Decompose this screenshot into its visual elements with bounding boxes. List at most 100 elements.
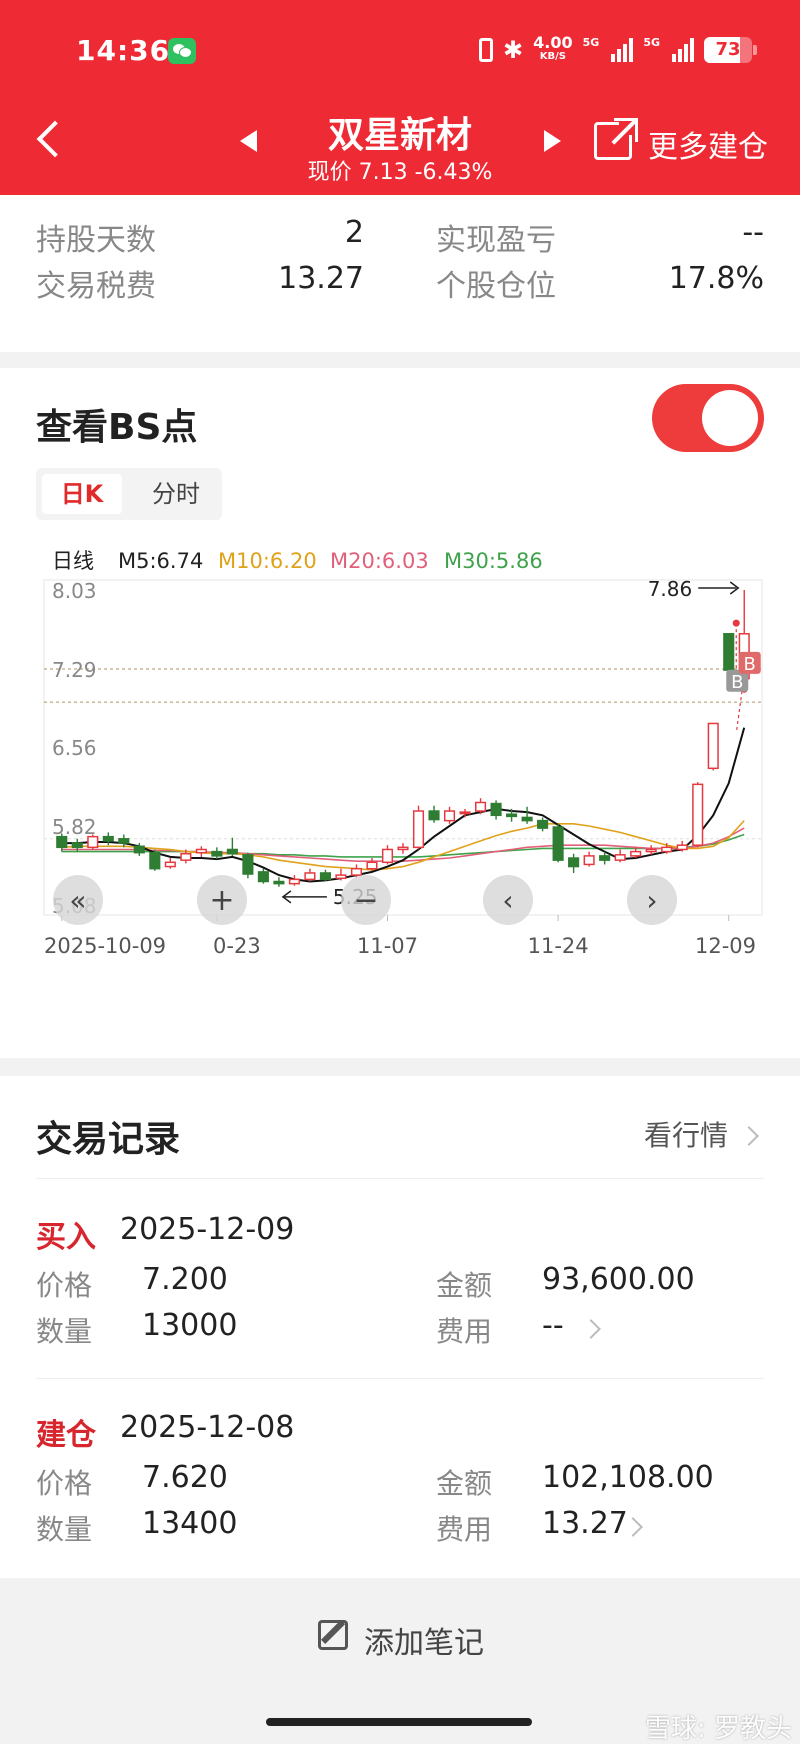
vibrate-icon [479,38,494,62]
next-page-button[interactable] [627,875,677,925]
fee-value[interactable]: 13.27 [542,1506,628,1541]
divider [36,1178,764,1179]
candle-body [552,826,564,861]
net-type-1: 5G [582,35,600,49]
view-market-link[interactable]: 看行情 [644,1119,729,1152]
candle-body [288,878,300,885]
chart-controls: « + − ‹ › [53,875,677,925]
bs-toggle[interactable] [652,384,764,452]
zoom-out-button[interactable] [341,875,391,925]
candle-body [707,722,719,770]
tab-intraday[interactable]: 分时 [152,480,200,508]
candle-body [474,801,487,812]
candle-body [459,811,471,815]
candle-body [195,848,207,854]
candle-body [335,874,347,880]
trade-records: 交易记录 看行情 买入 2025-12-09 价格 7.200 金额 93,60… [0,1076,800,1578]
candle [397,843,409,854]
status-bar: 14:36 ✱ 4.00 KB/S 5G 5G 73 [0,0,800,100]
candle [661,843,673,854]
candle [118,834,130,848]
net-type-2: 5G [643,35,660,49]
zoom-in-button[interactable] [197,875,247,925]
ma20-legend: M20:6.03 [330,549,429,573]
fee-label: 费用 [436,1315,493,1348]
candle [288,875,300,886]
candle [645,845,657,855]
candle-body [257,871,269,883]
candle-body [319,872,332,881]
nav-bar: 双星新材 现价 7.13 -6.43% 更多建仓 [0,100,800,195]
fee-value[interactable]: -- [542,1308,564,1343]
candle-body [56,835,68,849]
candle [195,846,207,857]
candle [583,851,595,867]
candle-body [350,867,363,876]
price-value: 7.620 [142,1460,228,1495]
high-label: 7.86 [648,577,693,601]
rewind-icon: « [69,884,86,917]
candle [71,838,83,852]
more-build-button[interactable]: 更多建仓 [648,130,768,165]
candle-body [180,852,192,861]
candle [428,805,440,823]
divider [36,1378,764,1379]
candle [164,858,176,869]
ma10-legend: M10:6.20 [218,549,317,573]
low-arrow-head [281,890,292,904]
watermark: 雪球: 罗教头 [644,1714,792,1744]
candle [599,851,611,865]
candle-body [366,861,378,870]
realized-pl-value: -- [742,215,764,250]
plot-frame [43,579,763,916]
bottom-bar: 添加笔记 雪球: 罗教头 [0,1578,800,1744]
bs-title: 查看BS点 [36,407,198,448]
position-value: 17.8% [668,261,764,296]
candle-body [521,816,533,822]
toggle-knob [702,390,758,446]
prev-stock-icon[interactable] [240,130,257,152]
signal-icon [611,38,634,62]
signal-icon-2 [672,38,694,62]
prev-page-button[interactable] [483,875,533,925]
x-tick-label: 12-09 [695,934,756,958]
chevron-right-icon [739,1126,759,1146]
candle-body [226,848,238,855]
candle-body [164,861,176,868]
candle-body [506,813,518,818]
candle [521,806,533,824]
amount-value: 93,600.00 [542,1262,695,1297]
candle [226,837,238,856]
rewind-button[interactable] [53,875,103,925]
candle-body [630,850,642,857]
candle [257,868,269,884]
share-arrow-icon [614,118,638,142]
hold-days-value: 2 [344,215,364,250]
next-stock-icon[interactable] [544,130,561,152]
bluetooth-icon: ✱ [503,36,524,64]
candle-body [102,835,114,842]
candle [381,845,394,865]
candle [568,853,580,873]
candle [366,858,378,871]
tab-day-k[interactable]: 日K [42,474,122,514]
kline-chart[interactable]: 日线 M5:6.74 M10:6.20 M20:6.03 M30:5.86 8.… [0,538,800,1038]
chevron-right-icon: › [646,884,657,917]
add-note-button[interactable]: 添加笔记 [364,1626,484,1661]
buy-marker [738,651,761,674]
amount-label: 金额 [436,1269,493,1302]
edit-note-icon[interactable] [318,1620,348,1650]
net-speed: 4.00 KB/S [533,33,573,63]
buy-link-line [736,689,743,730]
candle [614,849,626,863]
buy-marker-label: B [731,672,743,693]
record-date: 2025-12-08 [120,1410,295,1445]
candle [537,817,549,832]
zoom-in-icon: + [209,883,234,918]
home-indicator[interactable] [266,1718,532,1726]
x-tick-label: 11-07 [357,934,418,958]
candle [630,847,642,859]
candle [552,823,564,863]
y-tick-label: 6.56 [52,736,97,760]
y-tick-label: 8.03 [52,579,97,603]
